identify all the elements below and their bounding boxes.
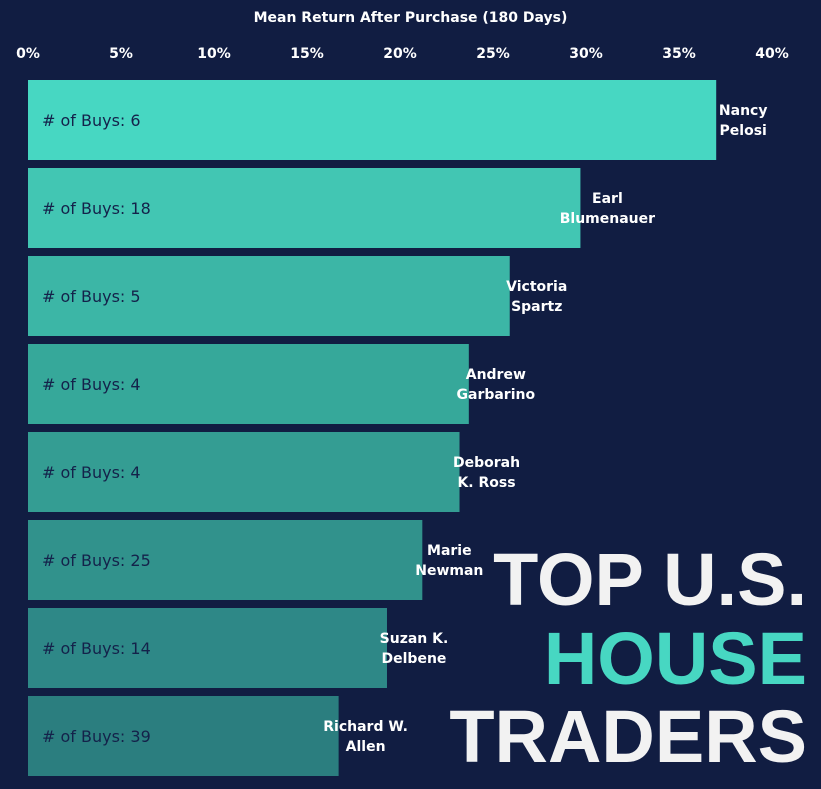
bar [28, 168, 581, 248]
category-label-line: Richard W. [323, 719, 408, 735]
category-label-line: K. Ross [457, 475, 515, 491]
category-label-line: Victoria [506, 279, 567, 295]
x-tick-label: 25% [476, 46, 510, 62]
category-label-line: Deborah [453, 455, 520, 471]
x-tick-label: 0% [16, 46, 40, 62]
category-label-line: Garbarino [457, 387, 536, 403]
category-label: Andrew Garbarino [457, 367, 536, 403]
x-axis-title: Mean Return After Purchase (180 Days) [253, 10, 568, 26]
category-label: Victoria Spartz [506, 279, 567, 315]
bar-label: # of Buys: 39 [42, 727, 151, 746]
bar [28, 520, 423, 600]
category-label-line: Nancy [719, 103, 768, 119]
bar [28, 256, 510, 336]
headline-line-3: TRADERS [449, 695, 807, 778]
bar-label: # of Buys: 4 [42, 375, 141, 394]
category-label: Richard W. Allen [323, 719, 408, 755]
category-label-line: Blumenauer [560, 211, 655, 227]
bar [28, 696, 339, 776]
bar-label: # of Buys: 4 [42, 463, 141, 482]
category-label: Nancy Pelosi [719, 103, 768, 139]
headline-line-2: HOUSE [543, 617, 807, 700]
category-label-line: Marie [427, 543, 472, 559]
x-tick-label: 5% [109, 46, 133, 62]
bar [28, 608, 387, 688]
bar-label: # of Buys: 6 [42, 111, 141, 130]
x-tick-label: 10% [197, 46, 231, 62]
bar-label: # of Buys: 18 [42, 199, 151, 218]
category-label-line: Earl [592, 191, 623, 207]
x-tick-label: 20% [383, 46, 417, 62]
category-label-line: Allen [346, 739, 386, 755]
category-label: Earl Blumenauer [560, 191, 655, 227]
category-label-line: Delbene [382, 651, 447, 667]
category-label-line: Andrew [466, 367, 526, 383]
category-label-line: Newman [415, 563, 483, 579]
x-tick-label: 30% [569, 46, 603, 62]
bar-label: # of Buys: 14 [42, 639, 151, 658]
category-label-line: Pelosi [720, 123, 767, 139]
x-tick-label: 40% [755, 46, 789, 62]
category-label: Suzan K. Delbene [380, 631, 449, 667]
x-tick-label: 35% [662, 46, 696, 62]
bar-label: # of Buys: 5 [42, 287, 141, 306]
category-label: Marie Newman [415, 543, 483, 579]
bar-label: # of Buys: 25 [42, 551, 151, 570]
bar [28, 432, 460, 512]
category-label-line: Spartz [511, 299, 562, 315]
bar [28, 80, 717, 160]
category-label: Deborah K. Ross [453, 455, 520, 491]
bar [28, 344, 469, 424]
headline-line-1: TOP U.S. [493, 538, 807, 621]
x-tick-label: 15% [290, 46, 324, 62]
category-label-line: Suzan K. [380, 631, 449, 647]
